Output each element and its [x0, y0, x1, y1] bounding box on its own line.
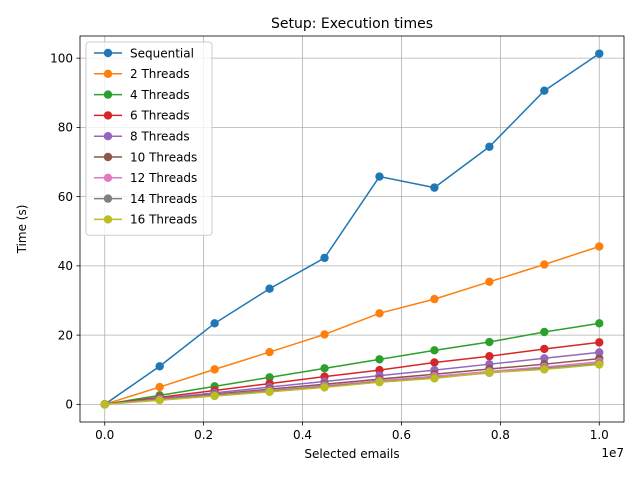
data-point — [595, 338, 604, 347]
plot-frame — [79, 35, 625, 423]
data-point — [595, 319, 604, 328]
data-point — [430, 346, 439, 355]
legend-swatch-marker — [103, 90, 113, 99]
data-point — [210, 391, 219, 401]
data-point — [485, 142, 494, 151]
data-point — [595, 360, 604, 369]
data-point — [540, 327, 549, 337]
data-point — [430, 183, 439, 192]
legend-swatch-marker — [103, 215, 113, 224]
data-point — [430, 358, 439, 367]
legend-label: Sequential — [130, 46, 194, 60]
data-point — [540, 354, 549, 363]
data-point — [595, 242, 604, 251]
data-point — [485, 352, 494, 361]
series-layer — [100, 49, 604, 409]
legend-label: 8 Threads — [130, 130, 190, 144]
data-point — [375, 355, 384, 364]
data-point — [155, 382, 164, 392]
data-point — [595, 348, 604, 357]
data-point — [320, 253, 329, 263]
data-point — [265, 387, 274, 397]
legend-label: 2 Threads — [130, 67, 190, 81]
x-axis-offset-label: 1e7 — [601, 446, 624, 460]
data-point — [210, 319, 219, 328]
legend-swatch-marker — [103, 152, 113, 162]
x-tick-label: 0.2 — [194, 428, 213, 442]
y-tick-label: 80 — [58, 121, 73, 135]
series-line — [104, 341, 600, 406]
legend-swatch-marker — [103, 194, 113, 203]
y-tick-label: 60 — [58, 190, 73, 204]
legend: Sequential 2 Threads 4 Threads 6 Threads 8 T… — [85, 41, 213, 236]
data-point — [320, 330, 329, 339]
legend-swatch-marker — [103, 173, 113, 182]
data-point — [155, 395, 164, 405]
legend-label: 12 Threads — [130, 171, 197, 185]
data-point — [540, 344, 549, 354]
x-axis-title: Selected emails — [304, 447, 399, 461]
x-tick-label: 1.0 — [590, 428, 609, 442]
data-point — [485, 337, 494, 347]
legend-swatch-marker — [103, 48, 113, 58]
series-line — [104, 322, 600, 406]
data-point — [430, 374, 439, 383]
series-line — [104, 351, 600, 406]
y-tick-label: 0 — [65, 398, 73, 412]
x-tick-label: 0.4 — [293, 428, 312, 442]
data-point — [100, 400, 109, 409]
data-point — [210, 365, 219, 374]
y-tick-label: 100 — [50, 51, 73, 65]
data-point — [320, 364, 329, 373]
series — [100, 242, 604, 409]
legend-label: 16 Threads — [130, 213, 197, 227]
series-line — [104, 363, 600, 406]
tick-layer: 0.0 0.2 0.4 0.6 0.8 1.0 0 20 40 60 80 100 — [50, 51, 609, 442]
series-line — [104, 245, 600, 406]
x-tick-label: 0.0 — [95, 428, 114, 442]
legend-label: 10 Threads — [130, 150, 197, 164]
y-tick-label: 20 — [58, 328, 73, 342]
data-point — [375, 172, 384, 181]
data-point — [375, 377, 384, 387]
series — [100, 360, 604, 409]
data-point — [265, 373, 274, 382]
data-point — [485, 277, 494, 286]
x-tick-label: 0.6 — [392, 428, 411, 442]
legend-label: 4 Threads — [130, 88, 190, 102]
legend-label: 14 Threads — [130, 192, 197, 206]
chart-title: Setup: Execution times — [271, 16, 433, 32]
legend-swatch-marker — [103, 111, 113, 120]
series-line — [104, 53, 600, 405]
data-point — [595, 49, 604, 58]
y-axis-title: Time (s) — [15, 205, 29, 255]
legend-label: 6 Threads — [130, 109, 190, 123]
y-tick-label: 40 — [58, 259, 73, 273]
data-point — [540, 86, 549, 95]
data-point — [320, 383, 329, 392]
data-point — [430, 294, 439, 304]
legend-box — [85, 41, 213, 236]
data-point — [485, 368, 494, 377]
data-point — [540, 260, 549, 269]
data-point — [540, 365, 549, 374]
data-point — [265, 284, 274, 293]
data-point — [375, 309, 384, 318]
legend-swatch-marker — [103, 132, 113, 141]
data-point — [155, 362, 164, 371]
legend-swatch-marker — [103, 69, 113, 79]
data-point — [265, 347, 274, 357]
x-tick-label: 0.8 — [491, 428, 510, 442]
